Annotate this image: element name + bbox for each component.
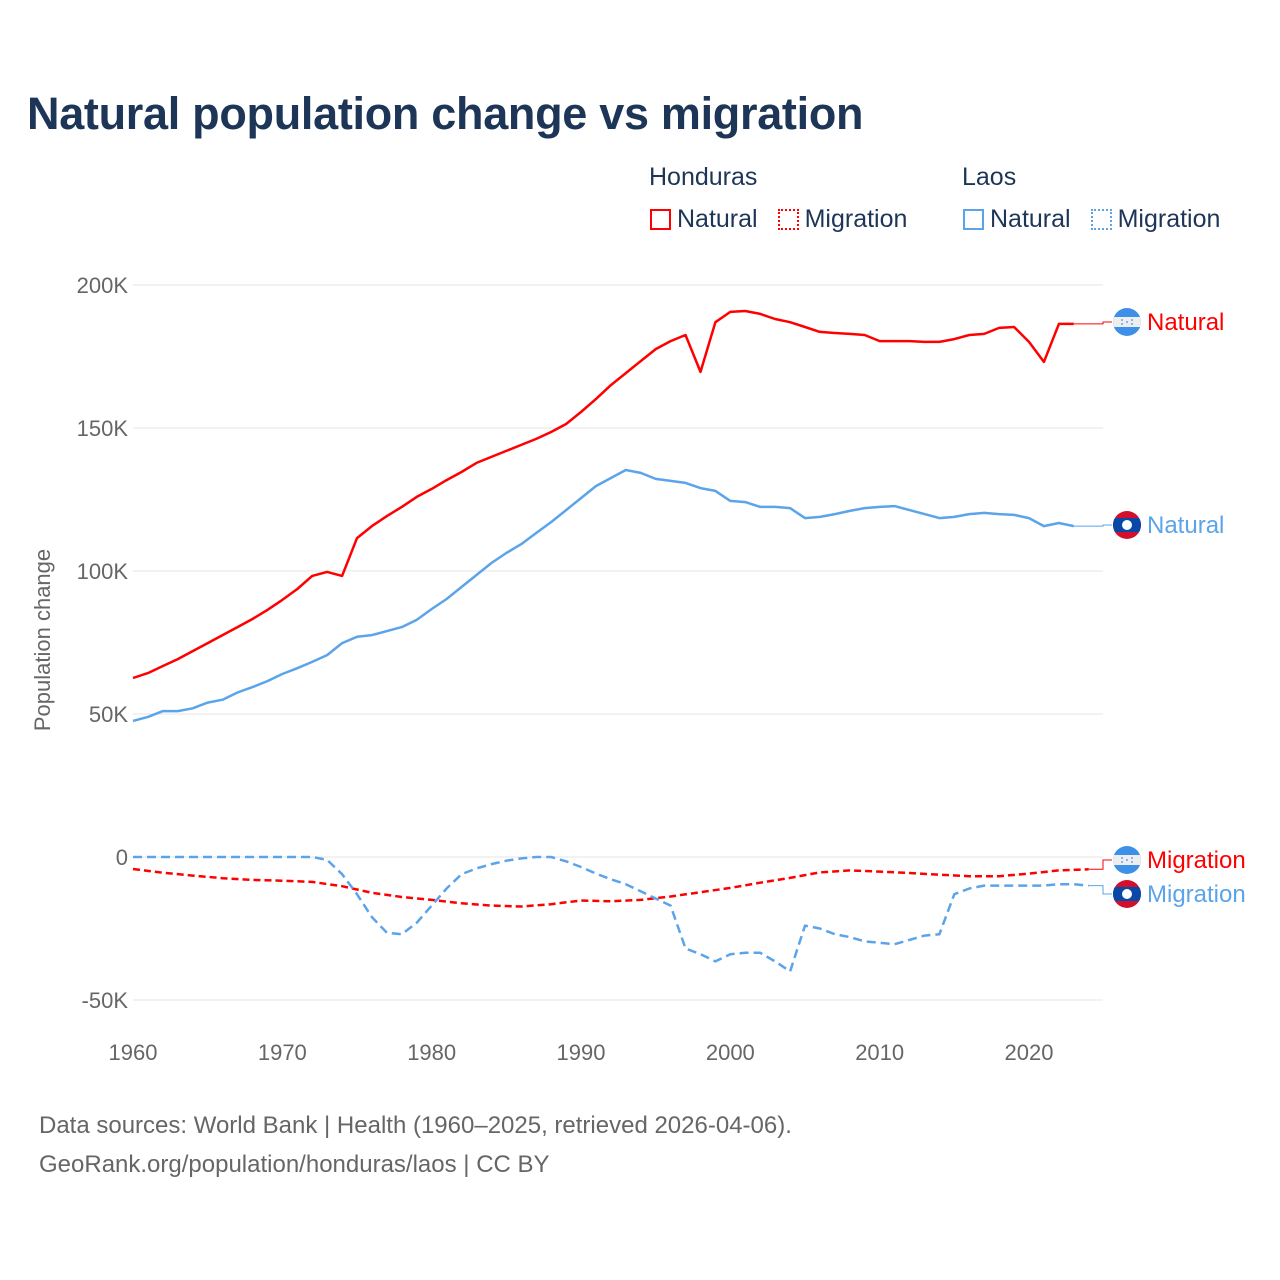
honduras-flag-icon	[1113, 308, 1141, 336]
legend-group-honduras: Honduras	[649, 163, 758, 191]
label-connector	[1073, 524, 1112, 527]
flag-disc	[1122, 889, 1132, 899]
series-line-laos-migration	[133, 855, 1089, 973]
series-end-label: Natural	[1147, 309, 1224, 336]
flag-star	[1131, 857, 1133, 859]
y-tick-label: 0	[116, 845, 128, 870]
legend-label: Migration	[804, 205, 908, 233]
flag-disc	[1122, 520, 1132, 530]
series-end-label: Migration	[1147, 847, 1246, 874]
flag-star	[1126, 321, 1128, 323]
x-tick-label: 1970	[258, 1040, 307, 1065]
legend-honduras-items: Natural Migration	[650, 205, 907, 234]
x-tick-label: 1960	[109, 1040, 158, 1065]
y-tick-label: 150K	[77, 416, 129, 441]
x-tick-label: 1990	[557, 1040, 606, 1065]
attribution-text: GeoRank.org/population/honduras/laos | C…	[39, 1151, 550, 1178]
x-tick-label: 2020	[1005, 1040, 1054, 1065]
flag-star	[1121, 861, 1123, 863]
legend-label: Natural	[677, 205, 758, 233]
legend-group-laos: Laos	[962, 163, 1017, 191]
honduras-flag-icon	[1113, 846, 1141, 874]
dotted-swatch-icon	[1090, 209, 1112, 230]
y-tick-label: 200K	[77, 273, 129, 298]
flag-star	[1121, 319, 1123, 321]
laos-flag-icon	[1113, 511, 1141, 539]
flag-star	[1131, 861, 1133, 863]
chart-title: Natural population change vs migration	[27, 88, 864, 139]
y-tick-label: 100K	[77, 559, 129, 584]
legend-item-honduras-natural[interactable]: Natural	[650, 205, 758, 234]
legend-label: Migration	[1117, 205, 1221, 233]
series-end-label: Natural	[1147, 512, 1224, 539]
laos-flag-icon	[1113, 880, 1141, 908]
flag-star	[1131, 319, 1133, 321]
series-line-honduras-migration	[132, 867, 1089, 908]
solid-swatch-icon	[650, 209, 671, 230]
y-tick-label: 50K	[89, 702, 128, 727]
legend-item-laos-natural[interactable]: Natural	[963, 205, 1071, 234]
y-tick-label: -50K	[82, 988, 129, 1013]
dotted-swatch-icon	[777, 209, 799, 230]
label-connector	[1088, 885, 1112, 895]
footer: Data sources: World Bank | Health (1960–…	[39, 1106, 792, 1184]
legend-laos-items: Natural Migration	[963, 205, 1220, 234]
y-axis-label: Population change	[30, 549, 55, 731]
flag-star	[1121, 857, 1123, 859]
data-source-text: Data sources: World Bank | Health (1960–…	[39, 1112, 792, 1139]
label-connector	[1088, 859, 1112, 870]
series-line-laos-natural	[132, 468, 1075, 723]
legend-item-honduras-migration[interactable]: Migration	[777, 205, 908, 234]
series-end-label: Migration	[1147, 881, 1246, 908]
label-connector	[1073, 321, 1112, 325]
x-tick-label: 1980	[407, 1040, 456, 1065]
legend-label: Natural	[990, 205, 1071, 233]
legend-item-laos-migration[interactable]: Migration	[1090, 205, 1221, 234]
series-line-honduras-natural	[132, 309, 1074, 680]
flag-star	[1131, 323, 1133, 325]
flag-star	[1121, 323, 1123, 325]
flag-star	[1126, 859, 1128, 861]
x-tick-label: 2000	[706, 1040, 755, 1065]
solid-swatch-icon	[963, 209, 984, 230]
x-tick-label: 2010	[855, 1040, 904, 1065]
